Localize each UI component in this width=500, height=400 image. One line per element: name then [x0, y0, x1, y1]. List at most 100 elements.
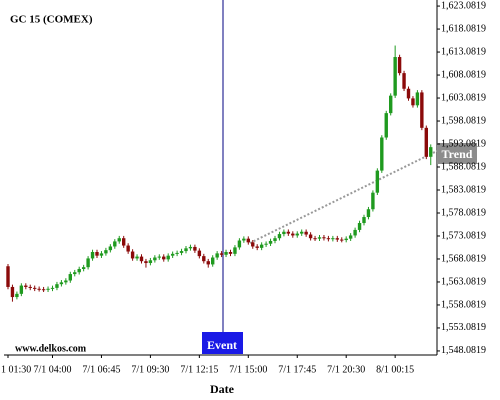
candle-body	[406, 88, 411, 99]
candle-body	[130, 251, 135, 259]
candle-body	[344, 238, 348, 241]
y-tick-label: 1,573.0819	[441, 230, 486, 241]
candle-body	[384, 113, 388, 138]
candle-body	[148, 260, 153, 264]
trend-box	[437, 143, 477, 164]
candle-body	[264, 243, 268, 245]
x-tick-label: 7/1 17:45	[278, 364, 316, 375]
candle-body	[228, 251, 233, 254]
watermark: www.delkos.com	[15, 343, 87, 354]
y-tick-label: 1,593.0819	[441, 138, 486, 149]
candle-body	[393, 57, 397, 96]
candle-body	[202, 256, 206, 262]
candle-body	[308, 234, 313, 239]
candle-body	[224, 251, 228, 255]
y-tick-label: 1,603.0819	[441, 92, 486, 103]
candle-body	[366, 209, 371, 218]
trend-label: Trend	[442, 147, 473, 161]
candle-body	[41, 289, 46, 291]
candle-body	[304, 231, 308, 235]
candle-body	[113, 241, 117, 247]
y-tick-label: 1,613.0819	[441, 46, 486, 57]
x-tick-label: 7/1 06:45	[82, 364, 120, 375]
candle-body	[50, 287, 55, 289]
candle-body	[273, 238, 277, 241]
candle-body	[420, 92, 424, 128]
candle-body	[166, 255, 170, 260]
y-tick-label: 1,608.0819	[441, 69, 486, 80]
candle-body	[215, 253, 219, 258]
candle-body	[10, 286, 15, 298]
y-tick-label: 1,553.0819	[441, 322, 486, 333]
candle-body	[153, 257, 157, 261]
y-tick-label: 1,618.0819	[441, 23, 486, 34]
candle-body	[193, 246, 197, 251]
candle-body	[33, 287, 37, 289]
candle-body	[126, 245, 130, 252]
x-tick-label: 7/1 12:15	[180, 364, 218, 375]
x-tick-label: 7/1 09:30	[131, 364, 169, 375]
candle-body	[37, 288, 41, 290]
candle-body	[6, 266, 10, 287]
y-tick-label: 1,583.0819	[441, 184, 486, 195]
candle-body	[175, 252, 179, 254]
candle-body	[331, 238, 335, 240]
candle-body	[157, 256, 161, 258]
candle-body	[170, 253, 175, 256]
candle-body	[251, 242, 255, 247]
candle-body	[15, 293, 19, 298]
candle-body	[19, 285, 24, 294]
candle-body	[291, 233, 295, 236]
x-tick-label: 7/1 20:30	[327, 364, 365, 375]
candle-body	[300, 231, 304, 234]
candle-body	[95, 251, 99, 256]
candle-body	[104, 250, 108, 254]
candle-body	[397, 57, 402, 74]
y-tick-label: 1,598.0819	[441, 115, 486, 126]
candle-body	[237, 240, 242, 248]
candle-body	[295, 233, 299, 236]
candle-body	[326, 238, 331, 240]
x-tick-label: 8/1 00:15	[376, 364, 414, 375]
candle-body	[46, 288, 50, 290]
candle-body	[268, 240, 273, 244]
candle-body	[317, 237, 322, 239]
candle-body	[362, 217, 366, 224]
candle-body	[357, 223, 362, 230]
y-tick-label: 1,588.0819	[441, 161, 486, 172]
candle-body	[90, 251, 95, 259]
y-tick-label: 1,563.0819	[441, 276, 486, 287]
event-box	[202, 332, 243, 354]
candle-body	[108, 246, 113, 251]
candle-body	[353, 229, 357, 236]
candle-body	[424, 127, 428, 157]
event-label: Event	[207, 338, 237, 352]
y-tick-label: 1,548.0819	[441, 345, 486, 356]
y-tick-label: 1,568.0819	[441, 253, 486, 264]
candle-body	[415, 92, 420, 106]
candle-body	[206, 261, 210, 265]
x-tick-label: 7/1 04:00	[33, 364, 71, 375]
candle-body	[117, 238, 121, 242]
candle-body	[322, 237, 326, 239]
candle-body	[286, 231, 291, 234]
candle-body	[389, 95, 393, 114]
candle-body	[233, 247, 237, 254]
candle-body	[371, 192, 375, 210]
x-tick-label: 7/1 15:00	[229, 364, 267, 375]
candle-body	[259, 244, 264, 248]
x-tick-label: 1 01:30	[1, 364, 31, 375]
candle-body	[340, 239, 344, 241]
candle-body	[402, 73, 406, 89]
candle-body	[380, 137, 384, 171]
candle-body	[242, 238, 246, 241]
candle-body	[277, 234, 282, 239]
candle-body	[313, 238, 317, 240]
candle-body	[68, 274, 72, 281]
candle-body	[135, 256, 139, 259]
candle-body	[86, 258, 90, 268]
candle-body	[282, 231, 286, 235]
candle-body	[375, 170, 380, 193]
candle-body	[211, 257, 215, 265]
